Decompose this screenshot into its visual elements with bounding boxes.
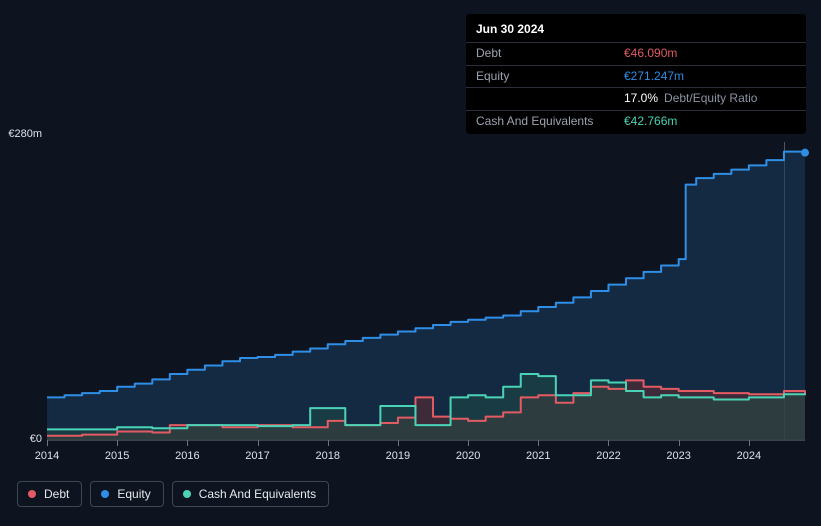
x-label: 2016 xyxy=(175,450,199,462)
tooltip-row: Cash And Equivalents€42.766m xyxy=(466,110,806,133)
chart-tooltip: Jun 30 2024 Debt€46.090mEquity€271.247m1… xyxy=(466,14,806,134)
tooltip-row: Debt€46.090m xyxy=(466,42,806,65)
tooltip-row-label xyxy=(476,91,624,107)
equity-end-marker xyxy=(801,149,809,157)
y-label: €0 xyxy=(0,433,42,445)
tooltip-row-value: €271.247m xyxy=(624,69,684,85)
tooltip-row-label: Equity xyxy=(476,69,624,85)
x-tick xyxy=(679,440,680,446)
x-tick xyxy=(187,440,188,446)
legend-item-equity[interactable]: Equity xyxy=(90,481,163,507)
x-label: 2020 xyxy=(456,450,480,462)
x-label: 2023 xyxy=(666,450,690,462)
legend-item-debt[interactable]: Debt xyxy=(17,481,82,507)
x-label: 2021 xyxy=(526,450,550,462)
x-label: 2015 xyxy=(105,450,129,462)
tooltip-rows: Debt€46.090mEquity€271.247m17.0%Debt/Equ… xyxy=(466,42,806,132)
x-tick xyxy=(538,440,539,446)
plot-area[interactable] xyxy=(47,142,805,440)
legend: Debt Equity Cash And Equivalents xyxy=(17,481,329,507)
x-tick xyxy=(328,440,329,446)
x-tick xyxy=(117,440,118,446)
x-tick xyxy=(47,440,48,446)
tooltip-row-label: Debt xyxy=(476,46,624,62)
x-tick xyxy=(258,440,259,446)
legend-item-cash[interactable]: Cash And Equivalents xyxy=(172,481,329,507)
tooltip-row: 17.0%Debt/Equity Ratio xyxy=(466,87,806,110)
x-label: 2014 xyxy=(35,450,59,462)
x-label: 2024 xyxy=(737,450,761,462)
x-label: 2017 xyxy=(245,450,269,462)
x-label: 2018 xyxy=(315,450,339,462)
debt-equity-chart: Jun 30 2024 Debt€46.090mEquity€271.247m1… xyxy=(0,0,821,526)
tooltip-row-value: €46.090m xyxy=(624,46,677,62)
x-tick xyxy=(749,440,750,446)
legend-swatch-icon xyxy=(101,490,109,498)
y-label: €280m xyxy=(0,128,42,140)
legend-label: Cash And Equivalents xyxy=(199,487,316,501)
tooltip-row-value: 17.0%Debt/Equity Ratio xyxy=(624,91,757,107)
x-tick xyxy=(608,440,609,446)
tooltip-date: Jun 30 2024 xyxy=(466,20,806,42)
legend-swatch-icon xyxy=(183,490,191,498)
x-tick xyxy=(468,440,469,446)
legend-label: Debt xyxy=(44,487,69,501)
x-label: 2022 xyxy=(596,450,620,462)
x-label: 2019 xyxy=(386,450,410,462)
legend-swatch-icon xyxy=(28,490,36,498)
tooltip-row-label: Cash And Equivalents xyxy=(476,114,624,130)
tooltip-row: Equity€271.247m xyxy=(466,65,806,88)
x-tick xyxy=(398,440,399,446)
legend-label: Equity xyxy=(117,487,150,501)
tooltip-row-value: €42.766m xyxy=(624,114,677,130)
